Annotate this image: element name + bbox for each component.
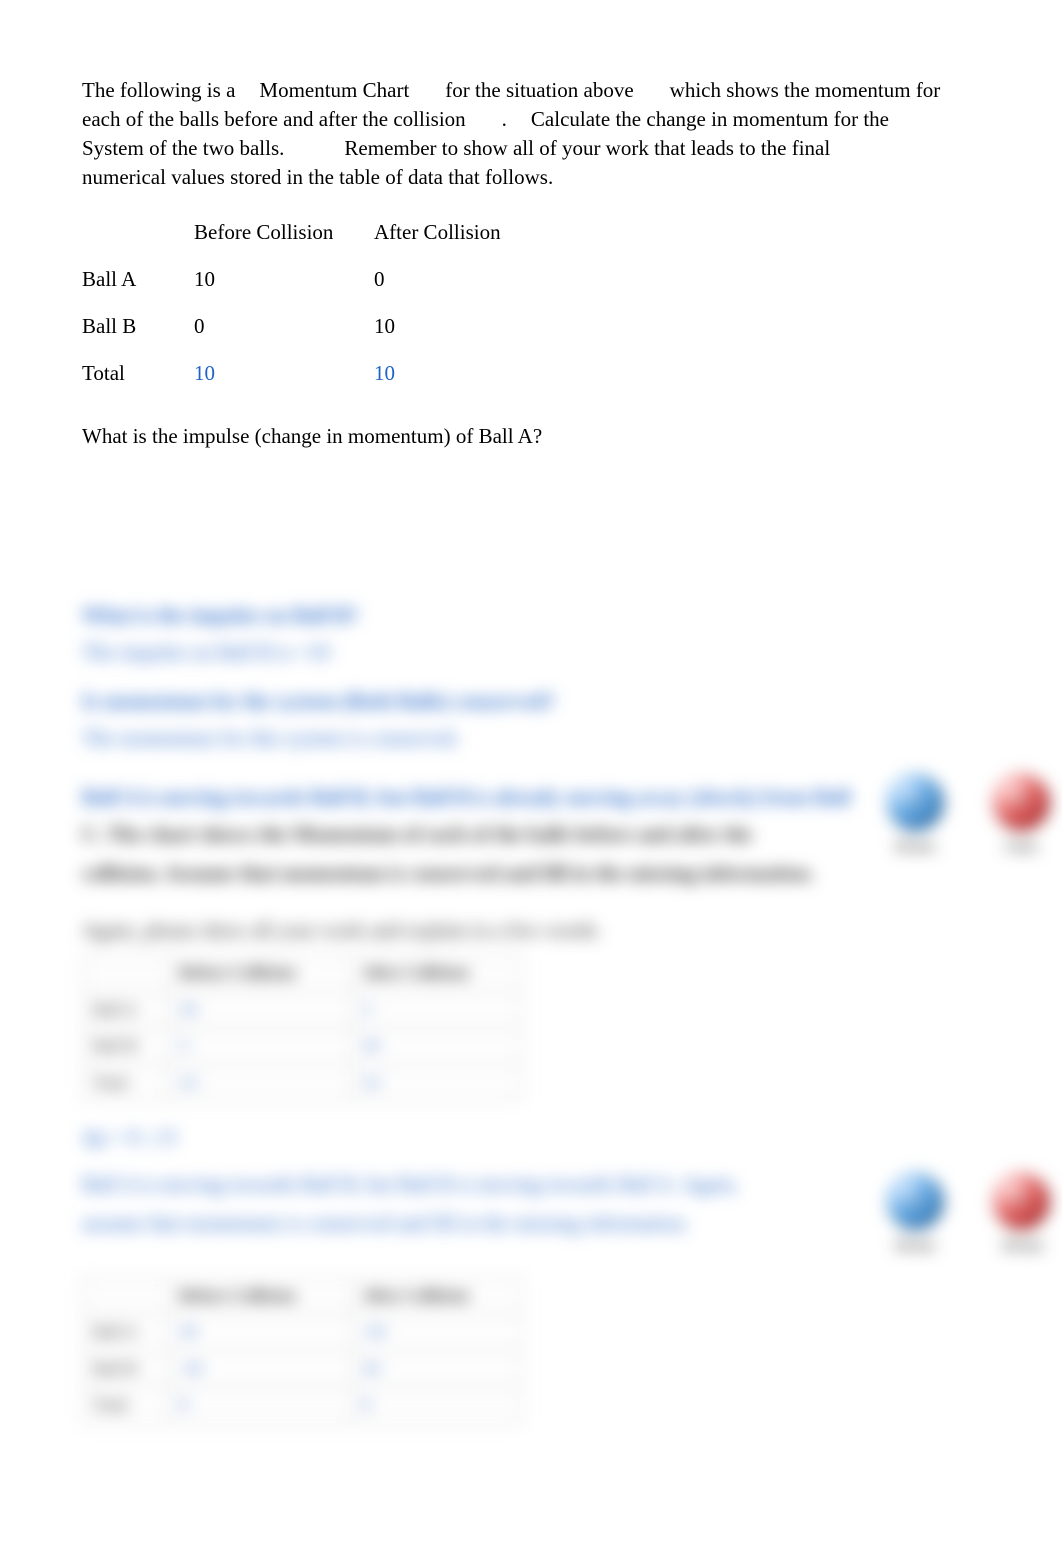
table-cell: Ball A xyxy=(83,1314,169,1350)
table-cell: 0 xyxy=(169,1387,352,1423)
momentum-table: Before Collision After Collision Ball A … xyxy=(82,218,980,388)
blur-question: Is momentum for the system (Both Balls) … xyxy=(82,687,980,716)
table-row-label: Ball A xyxy=(82,265,194,294)
table-row: Before Collision After Collision xyxy=(83,1277,522,1313)
table-cell: 10 xyxy=(374,312,534,341)
ball-b-label: 3 m/s xyxy=(1004,837,1038,858)
table-cell: 10 xyxy=(169,1314,352,1350)
blur-work: Δp = 0 ; 13 xyxy=(82,1123,980,1152)
ball-a-label: 10 m/s xyxy=(894,1236,935,1257)
table-header-empty xyxy=(83,955,169,991)
blur-text: Ball A is moving towards Ball B; but Bal… xyxy=(82,1170,682,1199)
intro-text: . xyxy=(502,107,507,131)
table-header-after: After Collision xyxy=(374,218,534,247)
intro-text: which shows the momentum for xyxy=(670,78,941,102)
table-cell: 3 xyxy=(169,1028,352,1064)
table-row: Total1313 xyxy=(83,1064,522,1100)
blur-answer: The momentum for this system is conserve… xyxy=(82,724,980,753)
table-cell: 0 xyxy=(351,1387,521,1423)
table-row-label: Total xyxy=(82,359,194,388)
table-cell: Ball B xyxy=(83,1350,169,1386)
table-cell: Ball B xyxy=(83,1028,169,1064)
table-header: Before Collision xyxy=(169,1277,352,1313)
blur-answer: The impulse on Ball B is +10 xyxy=(82,638,980,667)
table-row: Total00 xyxy=(83,1387,522,1423)
blur-text: assume that momentum is conserved and fi… xyxy=(82,1209,682,1238)
intro-text: System of the two balls. xyxy=(82,136,284,160)
table-cell: 10 xyxy=(351,1028,521,1064)
ball-b-icon xyxy=(992,773,1050,831)
table-cell: 10 xyxy=(194,359,374,388)
table-cell: 10 xyxy=(374,359,534,388)
table-header: Before Collision xyxy=(169,955,352,991)
table-cell: Total xyxy=(83,1387,169,1423)
table-row: Ball A10-10 xyxy=(83,1314,522,1350)
table-cell: -10 xyxy=(169,1350,352,1386)
collision-diagram: 10 m/s 3 m/s xyxy=(886,763,1050,868)
table-row: Ball B310 xyxy=(83,1028,522,1064)
table-row-label: Ball B xyxy=(82,312,194,341)
intro-paragraph: The following is a Momentum Chart for the … xyxy=(82,76,980,192)
table-header-empty xyxy=(82,218,194,247)
table-cell: -10 xyxy=(351,1314,521,1350)
table-header: After Collision xyxy=(351,955,521,991)
scenario-d: Ball A is moving towards Ball B; but Bal… xyxy=(82,1162,980,1267)
table-header-before: Before Collision xyxy=(194,218,374,247)
table-cell: 0 xyxy=(374,265,534,294)
intro-text: Momentum Chart xyxy=(259,78,409,102)
blur-table-1: Before Collision After Collision Ball A1… xyxy=(82,954,522,1101)
table-row: Ball A103 xyxy=(83,991,522,1027)
blurred-preview: What is the impulse on Ball B? The impul… xyxy=(82,601,980,1424)
table-cell: 10 xyxy=(351,1350,521,1386)
question-impulse-a: What is the impulse (change in momentum)… xyxy=(82,422,980,451)
blur-text: C. The chart shows the Momentum of each … xyxy=(82,820,886,849)
ball-b-label: -10 m/s xyxy=(998,1236,1044,1257)
ball-a-icon xyxy=(886,1172,944,1230)
blur-question: What is the impulse on Ball B? xyxy=(82,601,980,630)
table-cell: Total xyxy=(83,1064,169,1100)
ball-a-icon xyxy=(886,773,944,831)
blur-text: Again, please show all your work and exp… xyxy=(82,916,980,945)
table-cell: 10 xyxy=(169,991,352,1027)
ball-a-label: 10 m/s xyxy=(894,837,935,858)
table-cell: 0 xyxy=(194,312,374,341)
table-cell: 3 xyxy=(351,991,521,1027)
table-cell: 13 xyxy=(169,1064,352,1100)
table-cell: 13 xyxy=(351,1064,521,1100)
intro-text: for the situation above xyxy=(445,78,633,102)
blur-text: collision. Assume that momentum is conse… xyxy=(82,859,886,888)
table-header: After Collision xyxy=(351,1277,521,1313)
blur-heading: Ball A is moving towards Ball B; but Bal… xyxy=(82,783,886,812)
scenario-c: Ball A is moving towards Ball B; but Bal… xyxy=(82,763,980,898)
table-cell: Ball A xyxy=(83,991,169,1027)
collision-diagram: 10 m/s -10 m/s xyxy=(886,1162,1050,1267)
intro-text: Calculate the change in momentum for the xyxy=(531,107,889,131)
intro-text: The following is a xyxy=(82,78,235,102)
ball-b-icon xyxy=(992,1172,1050,1230)
intro-text: each of the balls before and after the c… xyxy=(82,107,466,131)
intro-text: numerical values stored in the table of … xyxy=(82,165,553,189)
table-header-empty xyxy=(83,1277,169,1313)
blur-table-2: Before Collision After Collision Ball A1… xyxy=(82,1277,522,1424)
table-row: Before Collision After Collision xyxy=(83,955,522,991)
table-cell: 10 xyxy=(194,265,374,294)
intro-text: Remember to show all of your work that l… xyxy=(344,136,830,160)
table-row: Ball B-1010 xyxy=(83,1350,522,1386)
